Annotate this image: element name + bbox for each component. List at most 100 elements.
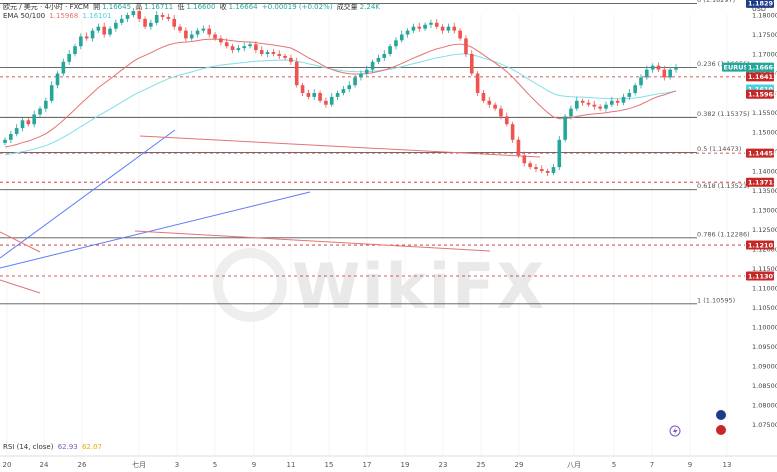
candle-body xyxy=(312,93,317,97)
candle-body xyxy=(289,57,293,62)
fib-level-label: 1 (1.10595) xyxy=(697,296,735,304)
candle-body xyxy=(329,96,334,105)
price-tag: 1.18297 xyxy=(746,0,777,8)
price-tick-label: 1.09000 xyxy=(752,363,777,371)
time-tick-label: 5 xyxy=(612,461,616,469)
candle-body xyxy=(84,36,89,39)
candle-body xyxy=(294,61,299,86)
candle-body xyxy=(504,116,509,125)
upper-channel-line xyxy=(0,129,176,259)
candle-body xyxy=(411,26,416,31)
volume-label: 成交量 xyxy=(336,3,358,11)
flag-icon[interactable] xyxy=(716,410,726,420)
candle-body xyxy=(213,34,217,39)
candle-body xyxy=(248,44,252,47)
candle-body xyxy=(236,48,241,51)
candle-body xyxy=(254,44,258,51)
candle-body xyxy=(201,28,206,31)
candle-body xyxy=(224,42,229,47)
price-tag-value: 1.15968 xyxy=(748,91,777,99)
fibonacci-levels: 0 (1.18297)0.236 (1.16656)0.382 (1.15375… xyxy=(0,0,750,304)
time-tick-label: 八月 xyxy=(567,461,581,469)
time-tick-label: 七月 xyxy=(132,460,146,469)
ema50-value: 1.15968 xyxy=(49,12,79,20)
price-tag-value: 1.16664 xyxy=(748,63,777,71)
price-axis[interactable]: USD1.180001.175001.170001.165001.160001.… xyxy=(752,5,777,429)
candle-body xyxy=(55,73,60,86)
candle-body xyxy=(143,18,147,27)
fib-level-label: 0.5 (1.14473) xyxy=(697,145,741,153)
price-tag-value: 1.16101 xyxy=(748,85,777,93)
candle-body xyxy=(9,133,13,140)
grid-lines xyxy=(6,14,728,456)
candle-body xyxy=(469,54,474,74)
candle-body xyxy=(189,34,194,39)
price-tick-label: 1.13500 xyxy=(752,187,777,195)
ema-legend[interactable]: EMA 50/100 1.15968 1.16101 xyxy=(3,12,113,20)
candle-body xyxy=(615,100,620,103)
price-tick-label: 1.08000 xyxy=(752,402,777,410)
candle-body xyxy=(79,36,83,47)
price-tag: 1.14458 xyxy=(746,148,777,158)
price-tag-value: 1.18297 xyxy=(748,0,777,8)
time-tick-label: 9 xyxy=(252,461,256,469)
candle-body xyxy=(481,93,486,101)
time-tick-label: 19 xyxy=(401,461,410,469)
time-tick-label: 5 xyxy=(213,461,217,469)
candle-body xyxy=(335,93,340,97)
candle-body xyxy=(44,100,48,109)
candle-body xyxy=(20,120,25,129)
price-tag-value: 1.12101 xyxy=(748,241,777,249)
time-tick-label: 23 xyxy=(439,461,448,469)
candle-body xyxy=(405,30,410,35)
candle-body xyxy=(522,155,527,164)
candle-body xyxy=(219,38,223,43)
candle-body xyxy=(458,30,462,39)
candle-body xyxy=(399,34,404,41)
time-tick-label: 24 xyxy=(40,461,49,469)
candle-body xyxy=(341,89,346,93)
candle-body xyxy=(195,30,200,35)
fib-level-label: 0.786 (1.12286) xyxy=(697,230,750,238)
price-tag: 1.15968 xyxy=(746,89,777,99)
rsi-legend[interactable]: RSI (14, close) 62.93 62.07 xyxy=(3,443,104,451)
candle-body xyxy=(207,28,212,35)
price-tick-label: 1.07500 xyxy=(752,421,777,429)
time-tick-label: 7 xyxy=(650,461,654,469)
candle-body xyxy=(656,65,661,70)
close-label: 收 xyxy=(219,3,227,11)
close-value: 1.16664 xyxy=(228,3,258,11)
candle-body xyxy=(61,61,66,74)
price-tick-label: 1.12500 xyxy=(752,226,777,234)
currency-label: USD xyxy=(752,5,766,13)
rsi-ma-value: 62.07 xyxy=(81,443,103,451)
price-tag: 1.16413 xyxy=(746,72,777,82)
time-axis[interactable]: 20 24 26 七月 3 5 9 11 15 17 19 23 25 29 八月 5 7 9 13 xyxy=(0,455,777,469)
candle-body xyxy=(417,26,422,29)
price-tag-value: 1.13713 xyxy=(748,178,777,186)
flag-icon[interactable] xyxy=(716,425,726,435)
price-tick-label: 1.15000 xyxy=(752,129,777,137)
open-value: 1.16645 xyxy=(102,3,132,11)
price-tick-label: 1.17000 xyxy=(752,51,777,59)
price-tick-label: 1.18000 xyxy=(752,12,777,20)
low-value: 1.16600 xyxy=(186,3,216,11)
candle-body xyxy=(259,50,264,54)
price-tag-value: 1.16413 xyxy=(748,73,777,81)
price-tag: 1.11307 xyxy=(746,271,777,281)
watermark-text: WikiFX xyxy=(292,250,546,323)
time-tick-label: 17 xyxy=(363,461,372,469)
candle-body xyxy=(668,69,672,78)
low-label: 低 xyxy=(177,3,185,11)
fib-level-label: 0.618 (1.13521) xyxy=(697,182,750,190)
candle-body xyxy=(178,26,182,31)
price-tick-label: 1.15500 xyxy=(752,109,777,117)
time-tick-label: 20 xyxy=(3,461,12,469)
high-label: 高 xyxy=(135,3,143,11)
left-lower-trendline xyxy=(0,279,41,294)
time-tick-label: 13 xyxy=(723,461,732,469)
candle-body xyxy=(67,54,71,62)
candle-body xyxy=(452,26,457,31)
time-tick-label: 15 xyxy=(325,461,334,469)
